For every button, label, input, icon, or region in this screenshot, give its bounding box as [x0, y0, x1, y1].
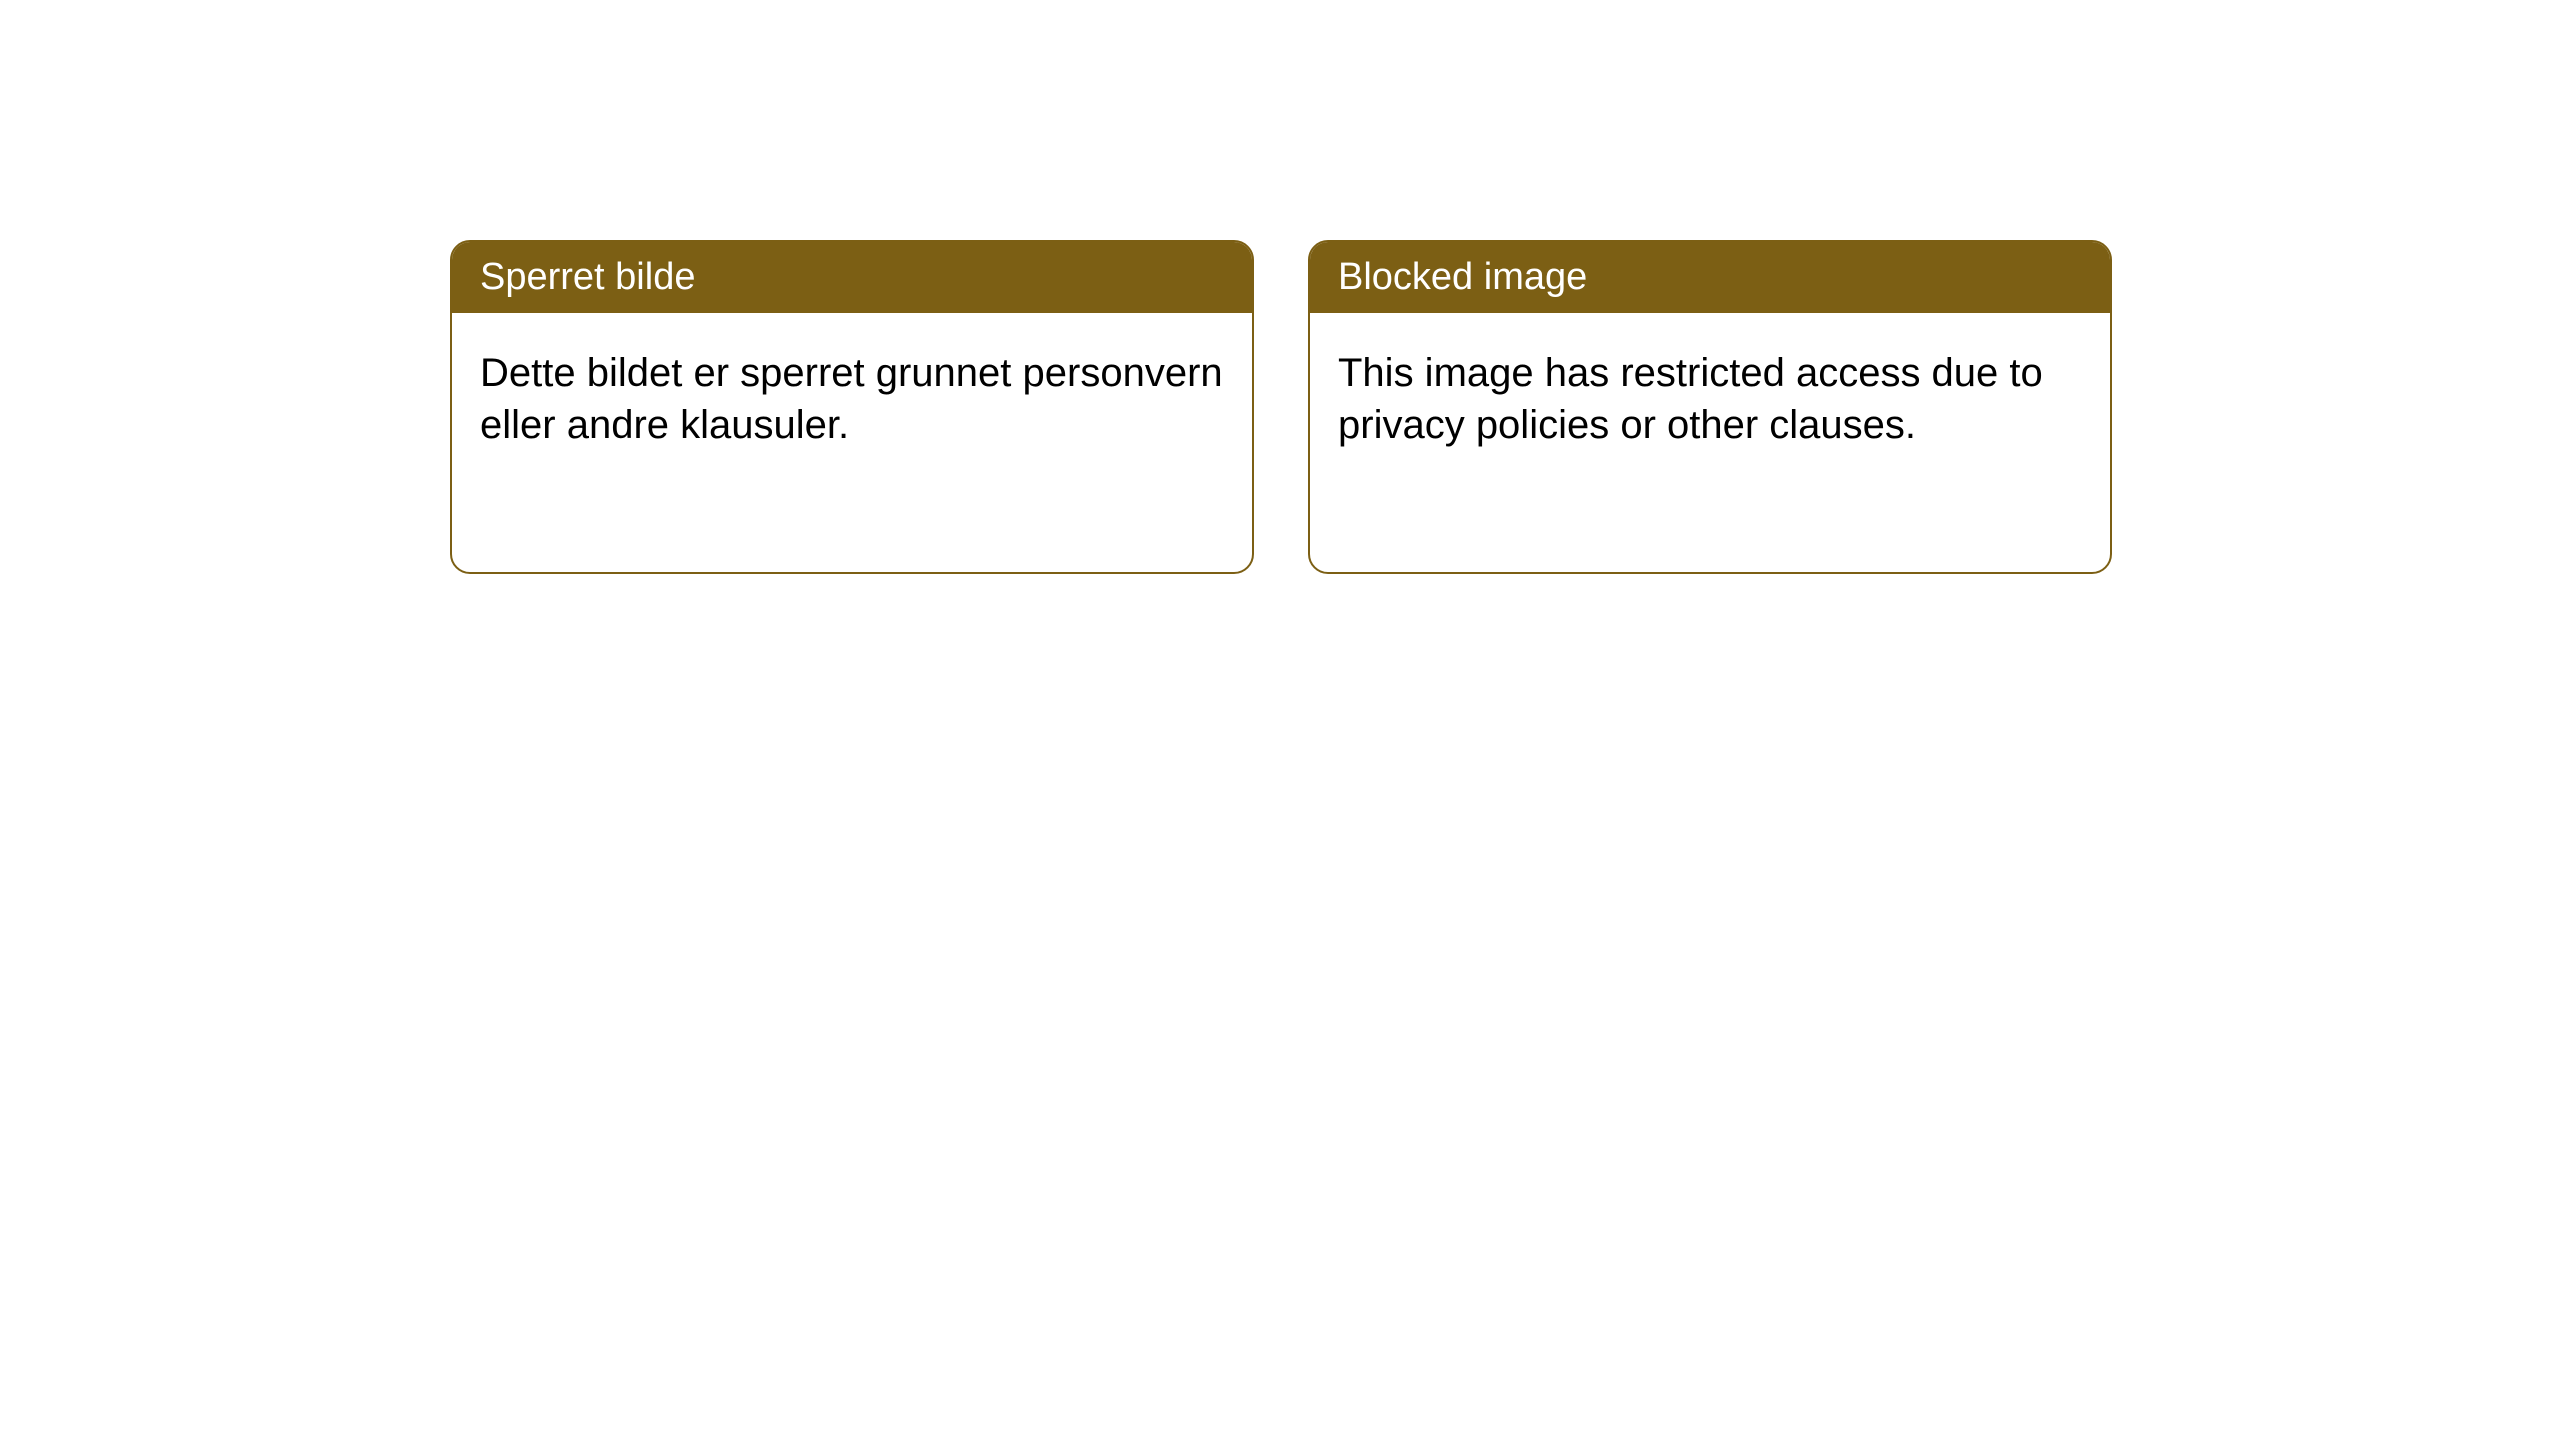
notice-card-en: Blocked image This image has restricted … [1308, 240, 2112, 574]
notice-card-no: Sperret bilde Dette bildet er sperret gr… [450, 240, 1254, 574]
notice-title-en: Blocked image [1338, 256, 1587, 298]
notice-text-en: This image has restricted access due to … [1338, 351, 2043, 447]
notice-header-no: Sperret bilde [452, 242, 1252, 313]
notice-header-en: Blocked image [1310, 242, 2110, 313]
notice-text-no: Dette bildet er sperret grunnet personve… [480, 351, 1223, 447]
notice-body-no: Dette bildet er sperret grunnet personve… [452, 313, 1252, 485]
notice-body-en: This image has restricted access due to … [1310, 313, 2110, 485]
notice-container: Sperret bilde Dette bildet er sperret gr… [0, 0, 2560, 574]
notice-title-no: Sperret bilde [480, 256, 695, 298]
